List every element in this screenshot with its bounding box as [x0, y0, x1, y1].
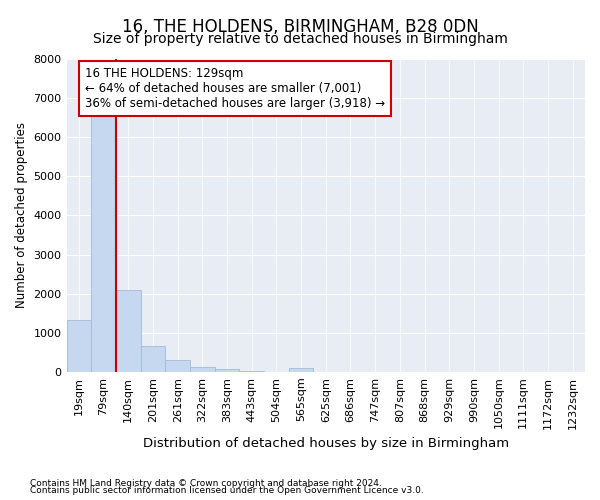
Bar	[215, 369, 239, 372]
Text: Size of property relative to detached houses in Birmingham: Size of property relative to detached ho…	[92, 32, 508, 46]
Bar	[67, 320, 91, 372]
Bar	[165, 360, 190, 372]
Text: 16, THE HOLDENS, BIRMINGHAM, B28 0DN: 16, THE HOLDENS, BIRMINGHAM, B28 0DN	[122, 18, 478, 36]
X-axis label: Distribution of detached houses by size in Birmingham: Distribution of detached houses by size …	[143, 437, 509, 450]
Text: Contains HM Land Registry data © Crown copyright and database right 2024.: Contains HM Land Registry data © Crown c…	[30, 478, 382, 488]
Bar	[116, 290, 140, 372]
Bar	[91, 114, 116, 372]
Y-axis label: Number of detached properties: Number of detached properties	[15, 122, 28, 308]
Text: 16 THE HOLDENS: 129sqm
← 64% of detached houses are smaller (7,001)
36% of semi-: 16 THE HOLDENS: 129sqm ← 64% of detached…	[85, 67, 385, 110]
Text: Contains public sector information licensed under the Open Government Licence v3: Contains public sector information licen…	[30, 486, 424, 495]
Bar	[190, 366, 215, 372]
Bar	[289, 368, 313, 372]
Bar	[140, 346, 165, 372]
Bar	[239, 370, 264, 372]
